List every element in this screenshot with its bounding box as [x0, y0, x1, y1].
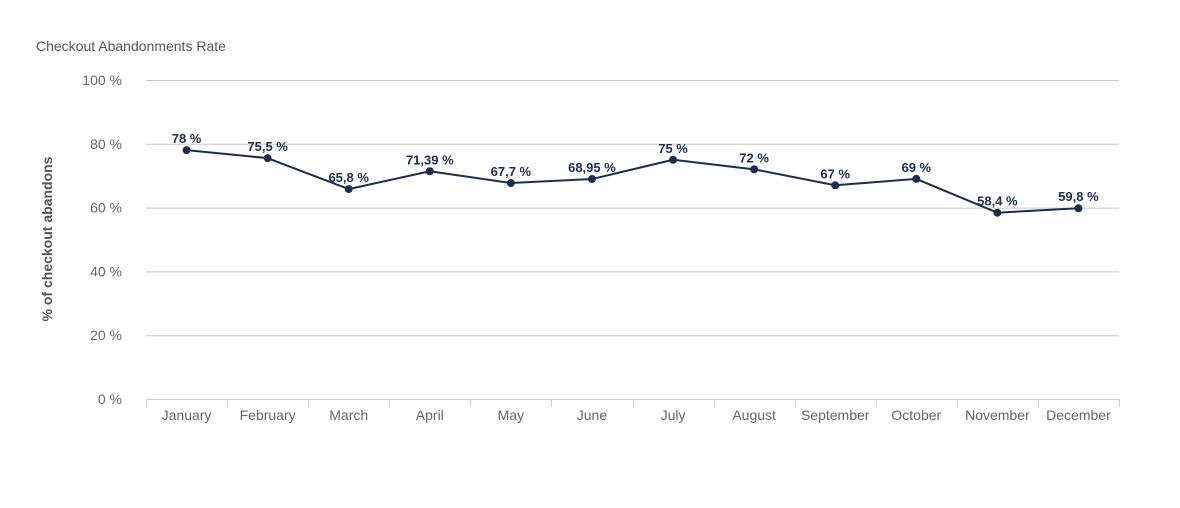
data-point[interactable]	[831, 181, 840, 190]
x-tick-label: January	[162, 407, 212, 423]
x-tick-label: May	[498, 407, 524, 423]
data-label: 75,5 %	[247, 139, 288, 154]
y-tick-label: 40 %	[90, 263, 122, 279]
y-tick-label: 20 %	[90, 327, 122, 343]
x-axis: January February March April May June July Augu…	[146, 399, 1120, 423]
x-tick-label: July	[661, 407, 686, 423]
data-label: 59,8 %	[1058, 189, 1099, 204]
x-tick-label: December	[1046, 407, 1111, 423]
data-label: 65,8 %	[328, 170, 369, 185]
x-tick-label: June	[577, 407, 608, 423]
data-labels: 78 % 75,5 % 65,8 % 71,39 % 67,7 % 68,95 % 75 %…	[172, 131, 1099, 209]
gridlines	[146, 80, 1119, 337]
data-point[interactable]	[750, 165, 759, 174]
y-tick-label: 60 %	[90, 200, 122, 216]
data-label: 71,39 %	[406, 152, 454, 167]
data-point[interactable]	[669, 155, 678, 164]
data-point[interactable]	[912, 174, 921, 183]
x-tick-label: March	[329, 407, 368, 423]
data-label: 72 %	[739, 150, 769, 165]
data-point[interactable]	[993, 208, 1002, 217]
data-label: 67 %	[820, 166, 850, 181]
data-label: 68,95 %	[568, 160, 616, 175]
data-label: 69 %	[901, 160, 931, 175]
data-label: 75 %	[658, 141, 688, 156]
data-point[interactable]	[344, 185, 353, 194]
y-tick-label: 100 %	[82, 72, 122, 88]
series-line	[185, 149, 1080, 214]
x-tick-label: October	[891, 407, 941, 423]
series-line-path	[185, 149, 1080, 214]
y-axis-title: % of checkout abandons	[39, 156, 55, 321]
chart-title: Checkout Abandonments Rate	[36, 38, 226, 54]
x-tick-label: April	[416, 407, 444, 423]
y-tick-label: 80 %	[90, 136, 122, 152]
x-tick-label: February	[240, 407, 296, 423]
data-point[interactable]	[587, 175, 596, 184]
x-tick-label: September	[801, 407, 870, 423]
data-label: 58,4 %	[977, 194, 1018, 209]
data-point[interactable]	[263, 154, 272, 163]
y-axis-tick-labels: 0 % 20 % 40 % 60 % 80 % 100 %	[82, 72, 122, 407]
series-points	[182, 146, 1083, 217]
x-tick-label: November	[965, 407, 1030, 423]
data-point[interactable]	[182, 146, 191, 155]
data-point[interactable]	[506, 179, 515, 188]
y-tick-label: 0 %	[98, 391, 122, 407]
data-point[interactable]	[1074, 204, 1083, 213]
data-point[interactable]	[425, 167, 434, 176]
data-label: 78 %	[172, 131, 202, 146]
data-label: 67,7 %	[491, 164, 532, 179]
x-tick-label: August	[732, 407, 776, 423]
